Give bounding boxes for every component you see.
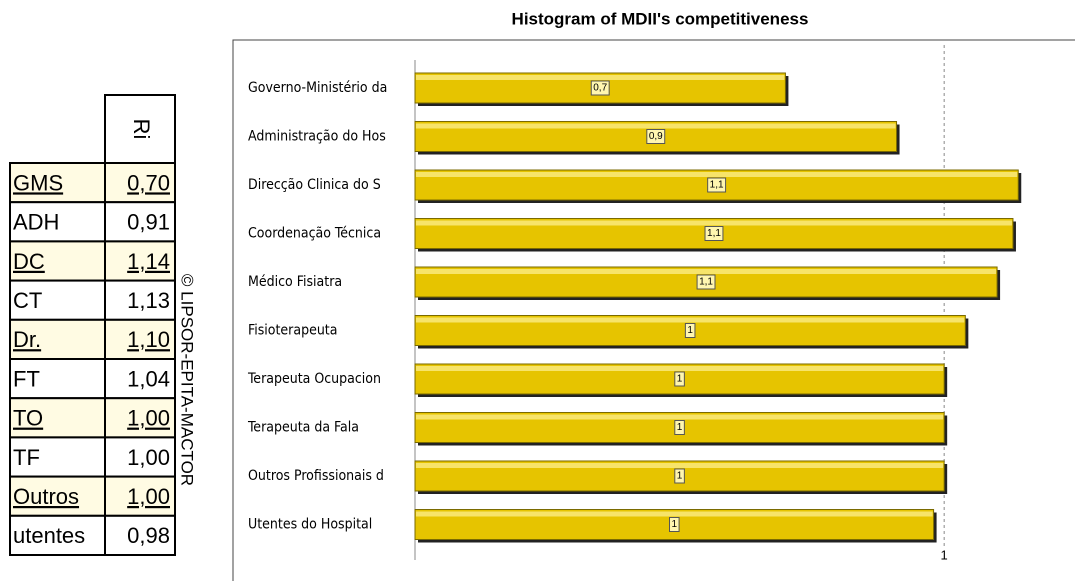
chart-frame <box>232 39 1075 581</box>
value-label-box <box>696 274 716 290</box>
bar-highlight <box>416 75 785 80</box>
table-row <box>10 280 175 320</box>
y-tick-label: Governo-Ministério da <box>248 80 387 96</box>
table-label: FT <box>13 366 40 391</box>
table-value: 1,13 <box>127 288 170 313</box>
value-label: 1,1 <box>707 228 721 239</box>
table-value: 1,00 <box>127 484 170 509</box>
value-label-box <box>669 517 680 532</box>
value-label: 0,7 <box>593 83 607 94</box>
table-row <box>10 359 175 399</box>
table-label: Outros <box>13 484 79 509</box>
copyright: © LIPSOR-EPITA-MACTOR <box>178 274 197 486</box>
value-label: 1 <box>677 374 683 385</box>
y-tick-label: Coordenação Técnica <box>248 226 381 242</box>
chart-title: Histogram of MDII's competitiveness <box>512 9 809 28</box>
table-label: ADH <box>13 210 59 235</box>
table-label: DC <box>13 249 45 274</box>
table-value: 1,04 <box>127 366 170 391</box>
bar-highlight <box>416 317 965 323</box>
table-header: Ri <box>129 119 154 140</box>
y-tick-label: Médico Fisiatra <box>248 274 342 290</box>
y-tick-label: Terapeuta Ocupacion <box>247 371 381 387</box>
table-label: Dr. <box>13 327 41 352</box>
table-label: GMS <box>13 170 63 195</box>
table-row <box>10 319 175 359</box>
table-value: 1,14 <box>127 249 170 274</box>
value-label-box <box>704 226 724 241</box>
value-label-box <box>646 129 666 144</box>
y-tick-label: Administração do Hos <box>248 129 386 145</box>
table-label: utentes <box>13 523 85 548</box>
table-row <box>10 476 175 516</box>
table-value: 1,10 <box>127 327 170 352</box>
bar-highlight <box>416 463 944 468</box>
value-label-box <box>674 371 685 387</box>
x-tick-label: 1 <box>941 547 948 562</box>
table-label: CT <box>13 288 42 313</box>
table-row <box>10 398 175 438</box>
table-value: 0,91 <box>127 210 170 235</box>
y-tick-label: Terapeuta da Fala <box>247 420 359 436</box>
table-value: 1,00 <box>127 445 170 470</box>
table-label: TF <box>13 445 40 470</box>
value-label: 1 <box>677 471 683 482</box>
value-label: 1 <box>677 422 683 433</box>
bar-highlight <box>416 511 933 517</box>
y-tick-label: Utentes do Hospital <box>248 517 372 533</box>
value-label: 1,1 <box>699 277 713 288</box>
bar-highlight <box>416 414 944 420</box>
table-value: 1,00 <box>127 406 170 431</box>
value-label: 1 <box>672 519 678 530</box>
bar-highlight <box>416 123 896 129</box>
value-label: 1,1 <box>710 180 724 191</box>
table-row <box>10 437 175 477</box>
value-label-box <box>707 177 727 193</box>
value-label-box <box>590 80 610 96</box>
table-row <box>10 241 175 281</box>
value-label: 1 <box>687 325 693 336</box>
value-label-box <box>684 323 696 338</box>
table-row <box>10 515 175 555</box>
table-label: TO <box>13 406 43 431</box>
table-cell <box>104 514 176 556</box>
value-label-box <box>674 420 685 435</box>
table-value: 0,98 <box>127 523 170 548</box>
table-row <box>10 202 175 242</box>
y-tick-label: Fisioterapeuta <box>248 323 337 339</box>
bar-highlight <box>416 269 997 274</box>
y-tick-label: Outros Profissionais d <box>248 468 384 484</box>
table-row <box>10 163 175 203</box>
value-label: 0,9 <box>649 131 663 142</box>
bar-highlight <box>416 220 1012 226</box>
bar-highlight <box>416 172 1018 177</box>
value-label-box <box>674 468 685 484</box>
y-tick-label: Direcção Clinica do S <box>248 177 381 193</box>
bar-highlight <box>416 366 944 371</box>
table-value: 0,70 <box>127 170 170 195</box>
